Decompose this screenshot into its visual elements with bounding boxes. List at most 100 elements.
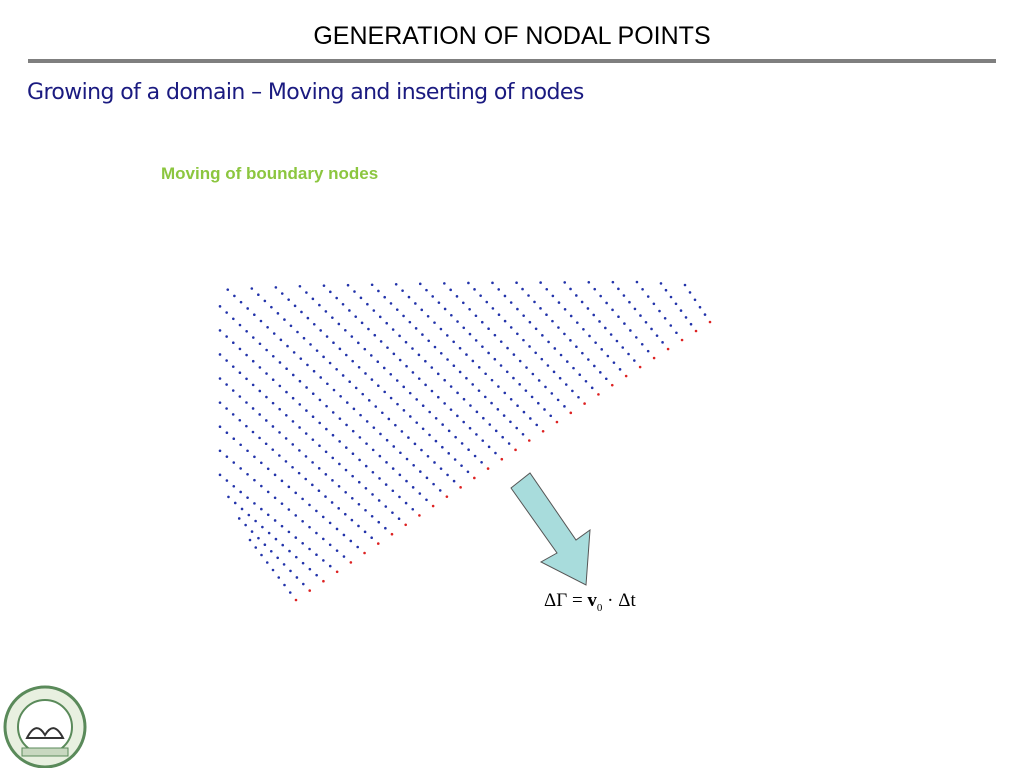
node (539, 281, 542, 284)
node (387, 417, 391, 421)
node (558, 376, 562, 380)
node (494, 429, 498, 433)
node (471, 383, 475, 386)
node (465, 376, 468, 380)
node (436, 395, 440, 399)
node (650, 327, 653, 331)
node (599, 371, 602, 374)
node (462, 301, 465, 305)
node (271, 425, 275, 428)
node (516, 307, 519, 311)
node (641, 287, 644, 291)
node (289, 324, 293, 328)
node (446, 473, 449, 477)
node (294, 555, 298, 559)
node (524, 389, 528, 392)
boundary-node (694, 329, 698, 333)
node (491, 307, 495, 310)
node (443, 378, 446, 382)
node (258, 436, 261, 440)
node (392, 352, 396, 356)
node (245, 424, 248, 428)
node (424, 359, 427, 363)
node (556, 398, 560, 402)
node (527, 294, 530, 297)
node (669, 324, 673, 327)
node (518, 359, 522, 363)
node (265, 561, 269, 564)
node (408, 320, 412, 324)
node (332, 388, 336, 392)
node (377, 499, 381, 502)
node (473, 454, 477, 458)
node (326, 382, 329, 386)
node (344, 446, 348, 449)
node (496, 408, 500, 411)
node (522, 314, 525, 317)
node (331, 433, 335, 437)
node (439, 467, 443, 470)
node (611, 280, 615, 284)
node (382, 366, 386, 370)
node (273, 496, 277, 500)
boundary-node (486, 467, 490, 470)
node (357, 365, 361, 369)
node (365, 420, 369, 423)
node (245, 353, 248, 357)
node (238, 395, 242, 398)
node (479, 294, 482, 297)
node (547, 340, 550, 344)
node (646, 295, 650, 298)
node (297, 471, 301, 475)
node (458, 346, 462, 350)
node (341, 374, 345, 377)
boundary-node (638, 365, 642, 369)
node (361, 392, 365, 396)
node (351, 359, 354, 363)
node (357, 341, 360, 345)
node (503, 391, 507, 395)
node (294, 514, 298, 517)
node (674, 302, 678, 306)
node (669, 295, 673, 299)
node (563, 307, 567, 311)
node (363, 347, 367, 351)
logo (3, 685, 87, 768)
node (301, 519, 304, 523)
node (325, 427, 328, 431)
node (257, 293, 260, 297)
node (266, 490, 270, 494)
node (460, 442, 464, 445)
node (360, 321, 364, 325)
node (480, 320, 484, 324)
node (232, 437, 236, 441)
boundary-node (500, 457, 504, 461)
node (611, 308, 614, 312)
node (258, 389, 262, 393)
node (298, 284, 302, 288)
node (494, 451, 497, 455)
node (349, 539, 353, 543)
node (253, 502, 256, 505)
node (358, 458, 361, 462)
node (261, 525, 264, 529)
node (411, 347, 414, 350)
node (535, 423, 539, 427)
node (238, 371, 242, 375)
node (274, 286, 278, 289)
formula: ΔΓ = v0 · Δt (544, 590, 636, 614)
node (298, 379, 302, 383)
boundary-node (514, 448, 517, 452)
node (258, 413, 261, 416)
node (541, 334, 544, 337)
node (455, 295, 459, 298)
boundary-node (708, 320, 712, 324)
formula-right: · Δt (607, 590, 636, 611)
node (522, 410, 526, 414)
node (311, 415, 315, 419)
node (253, 455, 256, 459)
node (581, 351, 584, 355)
node (521, 432, 525, 436)
node (439, 351, 443, 355)
node (383, 295, 386, 299)
